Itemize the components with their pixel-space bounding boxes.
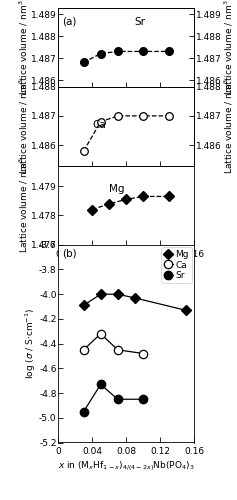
Y-axis label: log ($\sigma$ / S$\cdot$cm$^{-1}$): log ($\sigma$ / S$\cdot$cm$^{-1}$) — [23, 308, 38, 379]
Sr — [99, 382, 102, 388]
Text: Mg: Mg — [109, 184, 125, 194]
Text: (b): (b) — [62, 248, 77, 258]
Mg — [99, 291, 102, 297]
Text: Ca: Ca — [92, 120, 106, 130]
Y-axis label: Lattice volume / nm$^3$: Lattice volume / nm$^3$ — [17, 78, 30, 174]
Sr — [142, 396, 145, 402]
Line: Sr: Sr — [79, 380, 147, 416]
Text: Sr: Sr — [135, 17, 146, 27]
Sr — [116, 396, 119, 402]
Line: Ca: Ca — [79, 330, 147, 357]
Mg — [116, 291, 119, 297]
Ca — [99, 331, 102, 337]
Y-axis label: Lattice volume / nm$^3$: Lattice volume / nm$^3$ — [17, 158, 30, 253]
Legend: Mg, Ca, Sr: Mg, Ca, Sr — [161, 248, 192, 282]
X-axis label: $x$ in (M$_x$Hf$_{1-x}$)$_{4/(4-2x)}$Nb(PO$_4$)$_3$: $x$ in (M$_x$Hf$_{1-x}$)$_{4/(4-2x)}$Nb(… — [58, 262, 195, 275]
Y-axis label: Lattice volume / nm$^3$: Lattice volume / nm$^3$ — [223, 78, 235, 174]
Ca — [142, 350, 145, 356]
Mg — [133, 295, 136, 301]
Ca — [116, 347, 119, 353]
Line: Mg: Mg — [80, 290, 190, 314]
Y-axis label: Lattice volume / nm$^3$: Lattice volume / nm$^3$ — [17, 0, 30, 95]
Mg — [82, 302, 85, 308]
Text: (a): (a) — [62, 17, 77, 27]
X-axis label: $x$ in (M$_x$Hf$_{1-x}$)$_{4/(4-2x)}$Nb(PO$_4$)$_3$: $x$ in (M$_x$Hf$_{1-x}$)$_{4/(4-2x)}$Nb(… — [58, 459, 195, 473]
Ca — [82, 347, 85, 353]
Y-axis label: Lattice volume / nm$^3$: Lattice volume / nm$^3$ — [223, 0, 235, 95]
Mg — [184, 308, 187, 314]
Sr — [82, 408, 85, 414]
